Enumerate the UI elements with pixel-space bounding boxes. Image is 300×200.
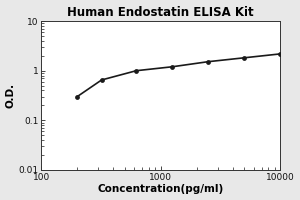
Title: Human Endostatin ELISA Kit: Human Endostatin ELISA Kit [67, 6, 254, 19]
Y-axis label: O.D.: O.D. [6, 83, 16, 108]
Point [170, 65, 175, 68]
Point [278, 52, 283, 56]
Point [75, 95, 80, 98]
Point [206, 60, 211, 63]
Point [242, 56, 247, 59]
Point [99, 78, 104, 82]
X-axis label: Concentration(pg/ml): Concentration(pg/ml) [98, 184, 224, 194]
Point [134, 69, 139, 72]
